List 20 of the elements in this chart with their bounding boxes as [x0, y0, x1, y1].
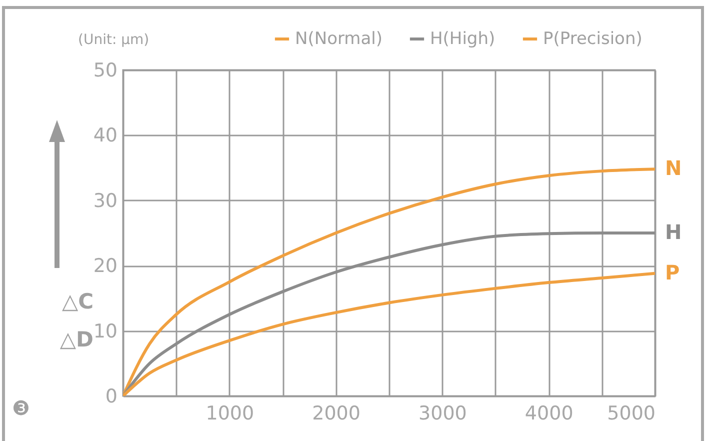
y-tick-label: 10 — [93, 320, 118, 342]
legend-label: N(Normal) — [295, 29, 382, 49]
y-axis-title: △C △D — [60, 290, 94, 352]
legend-label: H(High) — [430, 29, 496, 49]
text: ❸ — [12, 396, 30, 420]
y-tick-label: 50 — [93, 60, 118, 82]
x-tick-label: 2000 — [312, 402, 360, 424]
legend-label: P(Precision) — [543, 29, 642, 49]
x-tick-label: 4000 — [524, 402, 574, 424]
text: (Unit: μm) — [78, 32, 150, 48]
x-tick-label: 3000 — [418, 402, 467, 424]
x-tick-label: 1000 — [206, 402, 254, 424]
text: P — [665, 260, 680, 284]
y-tick-label: 20 — [93, 255, 118, 278]
y-tick-label: 30 — [93, 190, 118, 212]
text: H — [665, 220, 682, 244]
x-tick-label: 5000 — [607, 402, 656, 424]
y-tick-label: 40 — [93, 124, 118, 147]
y-tick-label: 0 — [105, 386, 118, 408]
text: N — [665, 156, 682, 180]
